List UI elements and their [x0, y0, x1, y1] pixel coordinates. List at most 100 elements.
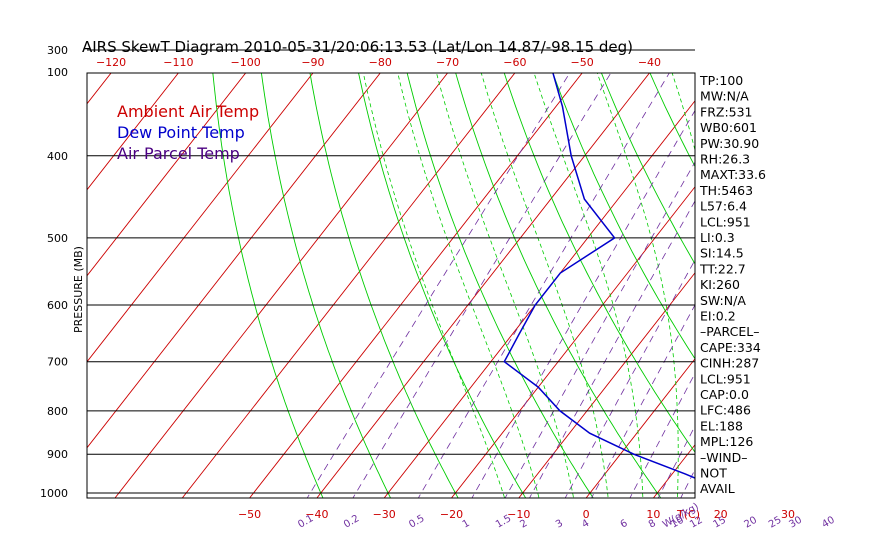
pressure-tick-label: 1000 [40, 487, 68, 500]
dry-adiabat-line [260, 73, 392, 498]
dry-adiabat-line [358, 73, 527, 498]
isotherm-line [518, 272, 695, 498]
bottom-temperature-ticks: −50 −40 −30 −20 −10 0 10 20 30 [238, 508, 795, 521]
moist-adiabat-line [596, 73, 679, 498]
moist-adiabat-line [480, 73, 609, 498]
mixing-ratio-line [529, 200, 695, 498]
stat-line: SI:14.5 [700, 246, 744, 261]
stat-line: RH:26.3 [700, 152, 750, 167]
stat-line: PW:30.90 [700, 136, 759, 151]
dry-adiabat-lines [212, 0, 870, 511]
isotherm-line [316, 73, 651, 498]
pressure-tick-label: 500 [47, 232, 68, 245]
mixing-ratio-label: 0.2 [342, 513, 361, 530]
dry-adiabat-line [309, 73, 459, 498]
isotherm-line [0, 0, 274, 511]
series-line-ambient-air-temp [605, 0, 787, 493]
stat-line: CAP:0.0 [700, 387, 749, 402]
stat-line: TH:5463 [699, 183, 753, 198]
stat-line: LI:0.3 [700, 230, 735, 245]
top-tick-label: −110 [163, 56, 193, 69]
mixing-ratio-label: 20 [742, 515, 759, 531]
bottom-tick-label: 0 [583, 508, 590, 521]
mixing-ratio-line [504, 161, 695, 498]
plot-frame [86, 72, 696, 499]
bottom-tick-label: 10 [646, 508, 660, 521]
mixing-ratio-label: 6 [619, 518, 630, 531]
dry-adiabat-line [785, 0, 870, 511]
x-axis-label: T(C) [676, 508, 700, 521]
legend-item: Ambient Air Temp [117, 102, 259, 121]
stat-line: KI:260 [700, 277, 740, 292]
moist-adiabat-line [778, 0, 837, 511]
stat-line: AVAIL [700, 481, 735, 496]
series-line-dew-point-temp [503, 73, 695, 479]
pressure-tick-label: 900 [47, 448, 68, 461]
top-tick-label: −50 [571, 56, 594, 69]
dry-adiabat-line [820, 0, 870, 511]
stat-line: CINH:287 [700, 356, 759, 371]
pressure-tick-label: 100 [47, 66, 68, 79]
top-tick-label: −90 [301, 56, 324, 69]
moist-adiabat-line [397, 73, 540, 498]
dry-adiabat-line [406, 73, 594, 498]
moist-adiabat-line [812, 0, 870, 511]
mixing-ratio-label: 4 [580, 518, 591, 531]
isotherm-line [87, 73, 314, 363]
pressure-tick-label: 600 [47, 299, 68, 312]
moist-adiabat-line [436, 73, 574, 498]
bottom-tick-label: −10 [507, 508, 530, 521]
dry-adiabat-line [750, 0, 870, 511]
mixing-ratio-label: 2 [518, 518, 529, 531]
stat-line: LCL:951 [700, 371, 751, 386]
dry-adiabat-line [646, 0, 870, 511]
stat-line: WB0:601 [700, 120, 757, 135]
mixing-ratio-label: 3 [554, 518, 565, 531]
moist-adiabat-line [845, 0, 870, 511]
isotherm-line [845, 0, 870, 511]
top-temperature-ticks: −120 −110 −100 −90 −80 −70 −60 −50 −40 [96, 56, 661, 69]
legend-item: Dew Point Temp [117, 123, 245, 142]
pressure-tick-label: 700 [47, 356, 68, 369]
mixing-ratio-label: 8 [647, 518, 658, 531]
mixing-ratio-line [748, 0, 870, 511]
bottom-tick-label: −50 [238, 508, 261, 521]
isotherm-line [585, 358, 695, 498]
mixing-ratio-line [826, 0, 870, 511]
top-tick-label: −60 [503, 56, 526, 69]
top-tick-label: −100 [231, 56, 261, 69]
stat-line: MPL:126 [700, 434, 753, 449]
isotherm-line [181, 73, 516, 498]
stability-indices: TP:100MW:N/AFRZ:531WB0:601PW:30.90RH:26.… [699, 73, 766, 496]
mixing-ratio-line [773, 0, 870, 511]
legend: Ambient Air Temp Dew Point Temp Air Parcel… [117, 102, 259, 163]
top-tick-label: −70 [436, 56, 459, 69]
bottom-tick-label: −40 [305, 508, 328, 521]
isotherm-line [114, 73, 449, 498]
mixing-ratio-lines [306, 0, 870, 511]
top-tick-label: −80 [369, 56, 392, 69]
isotherm-lines [0, 0, 870, 511]
stat-line: SW:N/A [700, 293, 746, 308]
mixing-ratio-line [417, 73, 670, 498]
y-axis-label: PRESSURE (MB) [72, 246, 85, 333]
bottom-tick-label: −20 [440, 508, 463, 521]
dry-adiabat-line [503, 73, 695, 453]
mixing-ratio-label: 1 [461, 518, 472, 531]
dry-adiabat-line [455, 73, 662, 498]
mixing-ratio-label: 0.5 [407, 513, 426, 530]
stat-line: MAXT:33.6 [700, 167, 766, 182]
dry-adiabat-line [212, 73, 324, 498]
stat-line: LCL:951 [700, 214, 751, 229]
stat-line: NOT [700, 466, 727, 481]
isotherm-line [652, 444, 695, 498]
bottom-tick-label: 30 [781, 508, 795, 521]
pressure-ticks: 1002003004005006007008009001000 [40, 44, 68, 500]
top-tick-label: −120 [96, 56, 126, 69]
moist-adiabat-line [362, 73, 506, 498]
isotherm-line [0, 0, 139, 511]
mixing-ratio-line [793, 0, 870, 511]
mixing-ratio-line [657, 425, 695, 498]
stat-line: L57:6.4 [700, 199, 747, 214]
stat-line: FRZ:531 [700, 104, 753, 119]
